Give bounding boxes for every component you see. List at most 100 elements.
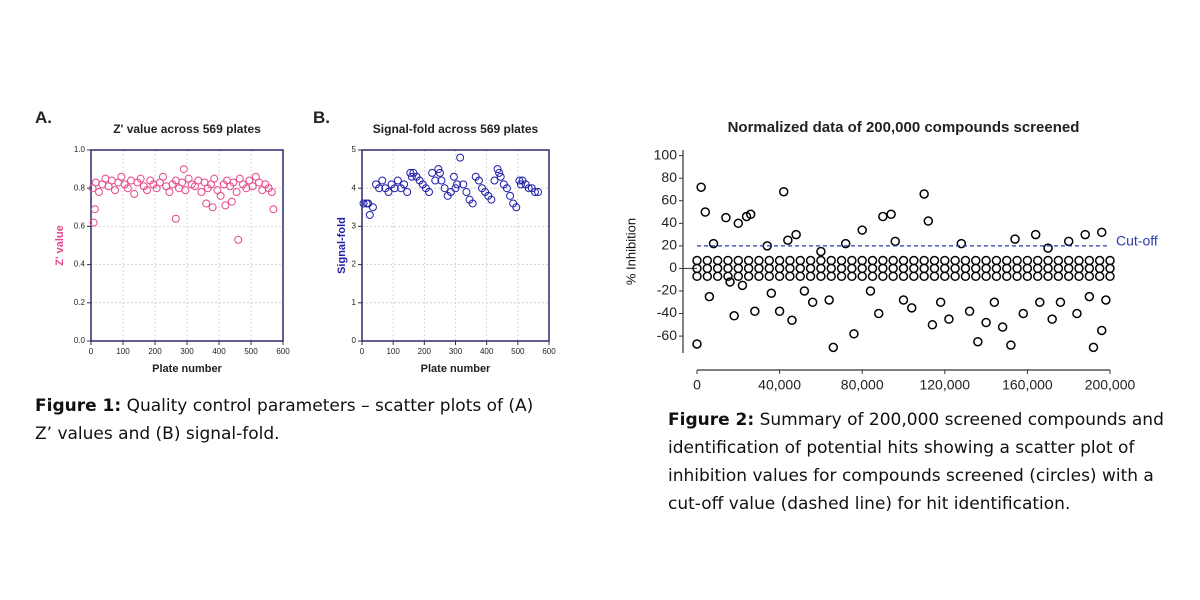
data-point <box>826 255 836 266</box>
chart-title: Normalized data of 200,000 compounds scr… <box>728 119 1080 136</box>
data-point <box>490 176 499 185</box>
data-point <box>795 255 805 266</box>
data-point <box>816 271 826 282</box>
y-tick-label: -40 <box>657 304 677 320</box>
x-tick-label: 500 <box>244 347 258 356</box>
data-point <box>898 255 909 266</box>
data-point <box>692 339 702 349</box>
data-point <box>1096 227 1107 238</box>
data-point <box>1047 314 1057 324</box>
data-point <box>774 271 785 282</box>
data-point <box>723 263 733 274</box>
data-point <box>111 186 119 195</box>
data-point <box>712 271 723 282</box>
data-point <box>764 263 775 274</box>
data-point <box>764 255 775 266</box>
data-point <box>1012 271 1022 282</box>
data-point <box>733 271 744 282</box>
data-point <box>393 176 402 185</box>
data-point <box>787 315 797 326</box>
data-point <box>1032 255 1043 266</box>
x-tick-label: 500 <box>511 347 525 356</box>
caption-text: Quality control parameters – scatter plo… <box>35 396 534 444</box>
data-point <box>816 246 826 257</box>
data-point <box>898 295 909 305</box>
data-point <box>929 271 940 282</box>
chart-title: Z' value across 569 plates <box>113 122 261 136</box>
data-point <box>733 218 744 229</box>
data-point <box>435 168 444 177</box>
data-point <box>702 263 713 274</box>
data-point <box>799 286 810 296</box>
data-point <box>378 176 387 185</box>
data-point <box>234 235 243 244</box>
data-point <box>440 184 449 193</box>
data-point <box>1043 255 1053 266</box>
data-point <box>459 180 468 189</box>
data-point <box>1063 236 1074 247</box>
data-point <box>95 188 103 197</box>
data-point <box>692 271 702 282</box>
data-point <box>221 201 230 210</box>
x-tick-label: 0 <box>360 347 365 356</box>
x-axis-label: Plate number <box>421 363 491 375</box>
data-point <box>909 271 919 282</box>
data-point <box>723 255 733 266</box>
data-point <box>143 186 151 195</box>
data-point <box>836 263 847 274</box>
data-point <box>462 188 471 197</box>
data-point <box>692 255 702 266</box>
data-point <box>824 295 834 305</box>
data-point <box>1084 291 1095 302</box>
data-point <box>178 178 187 187</box>
data-point <box>836 271 847 282</box>
y-tick-label: 1 <box>352 298 357 307</box>
data-point <box>919 271 929 282</box>
plot-frame <box>361 149 550 342</box>
chart-title: Signal-fold across 569 plates <box>373 122 539 136</box>
data-point <box>785 271 795 282</box>
data-point <box>950 263 960 274</box>
data-point <box>785 263 795 274</box>
data-point <box>873 308 884 319</box>
x-tick-label: 100 <box>386 347 400 356</box>
data-point <box>1101 295 1111 305</box>
data-point <box>1063 263 1074 274</box>
x-tick-label: 80,000 <box>841 377 884 393</box>
y-axis-label: % Inhibition <box>623 218 638 285</box>
data-point <box>1053 255 1064 266</box>
data-point <box>795 263 805 274</box>
data-point <box>453 180 462 189</box>
data-point <box>364 199 373 208</box>
y-tick-label: 4 <box>352 183 357 192</box>
data-point <box>359 199 368 208</box>
data-point <box>232 188 241 197</box>
data-point <box>960 263 971 274</box>
data-point <box>89 218 98 227</box>
data-point <box>774 255 785 266</box>
data-point <box>248 182 257 191</box>
data-point <box>1053 271 1064 282</box>
data-point <box>743 263 754 274</box>
data-point <box>1080 229 1090 240</box>
plot-frame <box>90 149 284 342</box>
data-point <box>1084 271 1095 282</box>
caption-label: Figure 1: <box>35 396 122 416</box>
data-point <box>764 271 775 282</box>
y-tick-label: 0.4 <box>74 260 86 269</box>
x-tick-label: 0 <box>693 377 701 393</box>
data-point <box>940 263 950 274</box>
data-point <box>1012 263 1022 274</box>
data-point <box>702 271 713 282</box>
data-point <box>406 168 415 177</box>
data-point <box>929 263 940 274</box>
data-point <box>1012 255 1022 266</box>
data-point <box>1032 263 1043 274</box>
data-point <box>898 263 909 274</box>
data-point <box>919 263 929 274</box>
data-point <box>487 195 496 204</box>
data-point <box>826 263 836 274</box>
data-point <box>981 263 991 274</box>
x-tick-label: 600 <box>542 347 556 356</box>
data-point <box>384 188 393 197</box>
